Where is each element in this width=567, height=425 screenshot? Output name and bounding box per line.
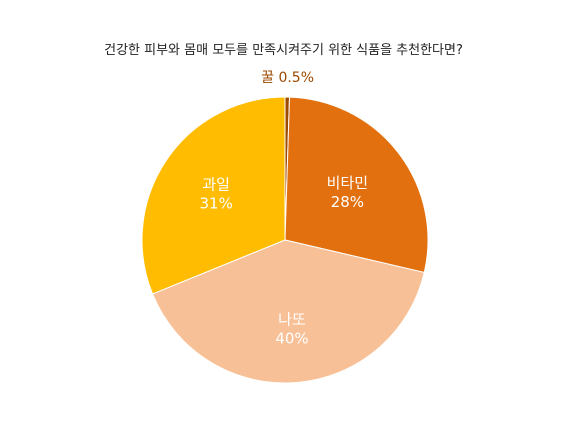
slice-value-3: 31% [200, 195, 233, 213]
slice-label-2: 나또 [278, 310, 306, 328]
slice-label-0: 꿀 0.5% [261, 70, 314, 86]
chart-title: 건강한 피부와 몸매 모두를 만족시켜주기 위한 식품을 추천한다면? [104, 43, 463, 58]
slice-label-1: 비타민 [327, 174, 368, 192]
slice-value-1: 28% [331, 193, 364, 211]
pie-slice-1 [284, 96, 429, 274]
slice-value-2: 40% [275, 329, 308, 347]
pie-slice-2 [151, 239, 425, 384]
pie-slice-3 [141, 96, 286, 295]
slice-label-3: 과일 [202, 176, 230, 194]
